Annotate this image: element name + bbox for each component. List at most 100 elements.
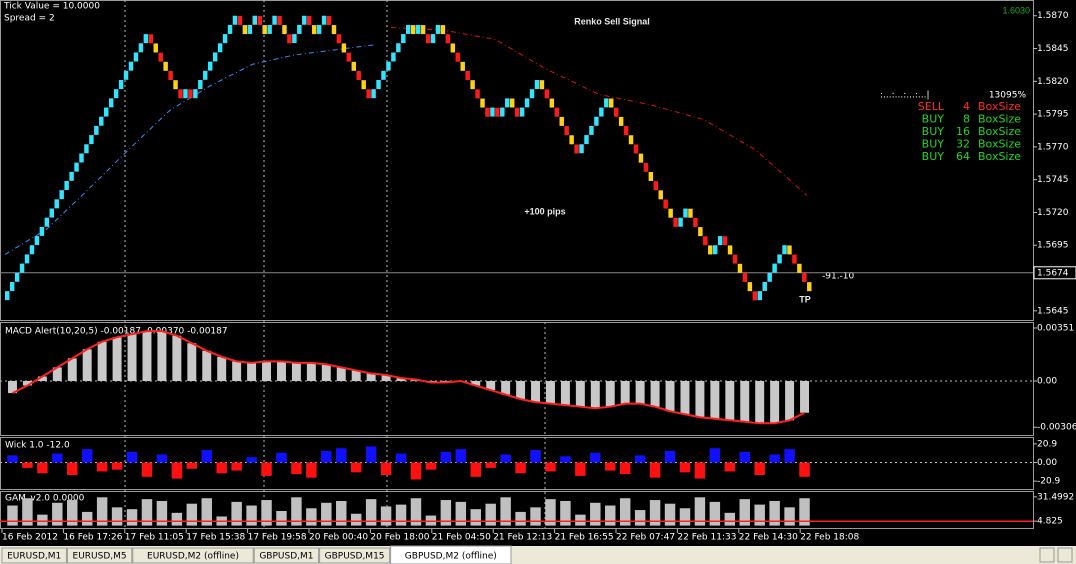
time-label: 17 Feb 15:38	[186, 533, 245, 543]
renko-brick	[693, 217, 698, 227]
wick-bar	[545, 462, 556, 472]
macd-line	[12, 330, 805, 425]
macd-bar	[187, 343, 197, 382]
macd-bar	[665, 381, 675, 412]
macd-bar	[172, 335, 182, 382]
y-tick-label: 1.5795	[1037, 110, 1069, 120]
level-label: -91.-10	[822, 272, 855, 282]
macd-bar	[82, 349, 92, 382]
macd-bar	[501, 381, 511, 395]
scroll-left[interactable]	[1039, 547, 1055, 563]
scroll-right[interactable]	[1057, 547, 1073, 563]
tab[interactable]	[253, 547, 320, 564]
wick-bar	[634, 455, 646, 463]
tab[interactable]	[132, 547, 254, 564]
macd-bar	[291, 362, 301, 382]
wick-bar	[560, 456, 571, 463]
wick-bar	[515, 462, 526, 474]
wick-bar	[156, 454, 168, 463]
renko-brick	[584, 135, 589, 145]
renko-brick	[59, 190, 64, 200]
tab[interactable]	[319, 547, 391, 564]
renko-brick	[94, 125, 99, 135]
renko-brick	[688, 208, 693, 218]
wick-bar	[380, 462, 392, 476]
renko-brick	[14, 272, 20, 282]
time-label: 17 Feb 11:05	[125, 533, 184, 543]
gam-bar	[67, 500, 78, 526]
gam-bar	[156, 500, 168, 526]
wick-bar	[425, 462, 437, 470]
renko-brick	[232, 15, 238, 25]
renko-brick	[722, 236, 728, 246]
gam-bar	[336, 500, 347, 526]
renko-brick	[505, 98, 510, 108]
wick-bar	[440, 451, 452, 463]
time-label: 22 Feb 18:08	[800, 533, 859, 543]
box-side: BUY	[922, 113, 945, 126]
gam-bar	[500, 497, 511, 526]
renko-brick	[49, 208, 55, 218]
gam-bar	[22, 498, 33, 526]
renko-brick	[772, 263, 777, 273]
box-n: 4	[963, 100, 970, 113]
renko-brick	[509, 98, 515, 108]
tab[interactable]	[66, 547, 133, 564]
wick-bar	[455, 449, 467, 463]
renko-brick	[638, 153, 644, 163]
box-unit: BoxSize	[978, 113, 1021, 126]
renko-brick	[381, 70, 386, 80]
renko-brick	[99, 116, 104, 126]
renko-brick	[207, 61, 213, 71]
renko-brick	[569, 135, 574, 145]
wick-bar	[619, 462, 631, 475]
header-line: Tick Value = 10.0000	[3, 2, 100, 12]
macd-bar	[67, 358, 77, 382]
macd-bar	[52, 367, 62, 382]
y-tick-label: -20.9	[1037, 477, 1061, 487]
renko-brick	[173, 80, 178, 90]
balance-label: 1.6030	[1002, 5, 1030, 15]
gam-label: GAM_v2.0 0.0000	[5, 494, 85, 504]
renko-brick	[430, 34, 436, 44]
tab[interactable]	[1, 547, 67, 564]
renko-brick	[292, 34, 297, 44]
gam-bar	[52, 502, 63, 526]
box-unit: BoxSize	[978, 138, 1021, 151]
renko-brick	[287, 34, 292, 44]
renko-brick	[643, 162, 649, 172]
box-side: BUY	[922, 150, 945, 163]
renko-brick	[267, 24, 272, 34]
wick-bar	[52, 453, 63, 463]
renko-brick	[153, 43, 158, 53]
renko-brick	[589, 125, 594, 135]
wick-bar	[96, 462, 108, 472]
renko-brick	[282, 25, 287, 35]
renko-brick	[737, 263, 743, 273]
renko-brick	[89, 135, 94, 145]
renko-brick	[698, 227, 703, 237]
macd-bar	[800, 381, 810, 413]
signal-label: Renko Sell Signal	[574, 16, 650, 26]
renko-brick	[29, 245, 35, 255]
y-tick-label: 1.5820	[1037, 77, 1069, 87]
renko-brick	[252, 15, 257, 25]
gam-bar	[410, 498, 422, 526]
wick-bar	[575, 462, 586, 476]
renko-brick	[331, 25, 337, 35]
wick-bar	[67, 462, 78, 476]
gam-bar	[575, 514, 586, 526]
renko-brick	[391, 52, 396, 62]
tab[interactable]	[390, 545, 512, 564]
renko-brick	[69, 171, 74, 181]
renko-brick	[108, 98, 114, 108]
gam-bar	[126, 509, 138, 526]
tab-label: EURUSD,M5	[73, 552, 127, 562]
macd-bar	[620, 381, 630, 404]
renko-brick	[678, 217, 683, 227]
renko-brick	[658, 190, 663, 200]
time-label: 21 Feb 12:13	[493, 533, 552, 543]
macd-bar	[560, 381, 570, 406]
gam-bar	[186, 503, 198, 526]
